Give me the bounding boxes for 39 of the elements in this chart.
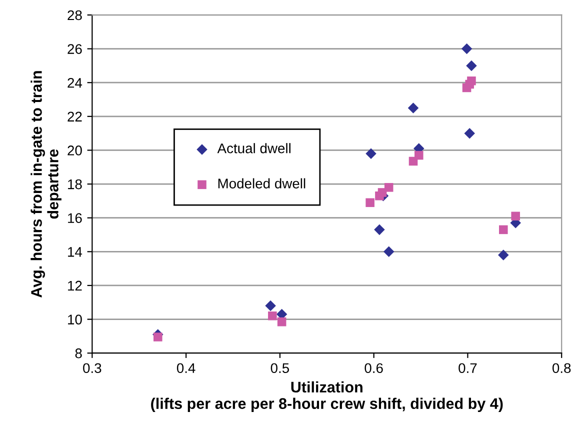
point — [466, 60, 477, 72]
y-tick-label: 20 — [68, 146, 82, 156]
point — [268, 312, 277, 320]
point — [467, 76, 476, 86]
point — [374, 224, 385, 236]
x-tick-label: 0.5 — [270, 363, 290, 374]
point — [383, 246, 394, 258]
y-tick-label: 16 — [68, 213, 82, 224]
y-axis-title: Avg. hours from in-gate to train departure — [30, 71, 62, 298]
point — [265, 300, 276, 312]
y-tick-label: 24 — [68, 78, 82, 88]
x-tick-label: 0.4 — [176, 363, 196, 374]
point — [464, 128, 475, 139]
point — [498, 225, 508, 234]
point — [498, 250, 509, 260]
x-tick-label: 0.6 — [364, 363, 383, 374]
y-tick-label: 28 — [68, 10, 82, 20]
point — [461, 43, 472, 54]
y-tick-label: 10 — [68, 314, 82, 324]
y-tick-label: 12 — [68, 280, 82, 291]
point — [366, 198, 374, 208]
legend-label: Modeled dwell — [218, 178, 306, 188]
point — [277, 317, 286, 326]
y-tick-label: 18 — [68, 179, 82, 190]
point — [511, 212, 520, 221]
legend-label: Actual dwell — [217, 143, 290, 154]
x-tick-label: 0.7 — [458, 363, 477, 374]
point — [408, 102, 419, 114]
y-tick-label: 26 — [68, 44, 82, 54]
y-tick-label: 8 — [75, 348, 82, 358]
point — [414, 150, 424, 160]
y-tick-label: 14 — [68, 247, 82, 257]
x-tick-label: 0.8 — [552, 363, 571, 374]
x-axis-title: Utilization (lifts per acre per 8-hour crew shift, divided by 4) — [151, 381, 503, 412]
point — [366, 148, 376, 159]
x-tick-label: 0.3 — [83, 363, 102, 374]
point — [153, 332, 162, 342]
point — [384, 183, 394, 192]
y-tick-label: 22 — [68, 112, 82, 122]
